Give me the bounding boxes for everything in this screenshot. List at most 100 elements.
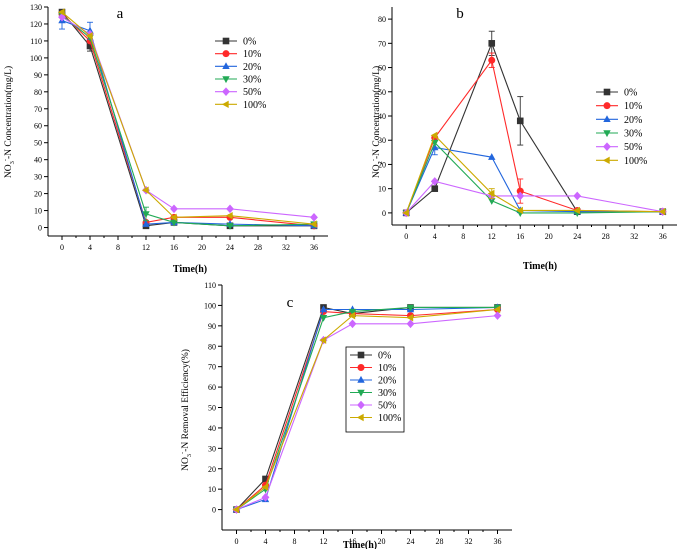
- x-tick-label: 0: [60, 243, 64, 252]
- legend-marker: [222, 62, 230, 70]
- y-axis-label-rest: -N Removal Efficiency(%): [180, 349, 191, 452]
- x-tick-label: 20: [545, 232, 553, 241]
- series-line: [236, 315, 498, 511]
- legend-marker: [357, 389, 365, 397]
- legend-label: 30%: [378, 388, 396, 399]
- legend: 0%10% 20%30% 50%100%: [345, 346, 405, 433]
- data-point: [319, 314, 328, 322]
- legend-marker: [222, 50, 230, 58]
- legend-marker: [603, 142, 611, 151]
- legend-marker: [221, 100, 229, 109]
- data-point: [319, 305, 328, 313]
- y-tick-label: 0: [382, 209, 386, 218]
- y-tick-label: 60: [378, 64, 386, 73]
- x-axis-label: Time(h): [173, 264, 207, 275]
- legend-label: 0%: [243, 37, 256, 48]
- series-line: [61, 13, 315, 227]
- legend-marker: [603, 102, 611, 110]
- data-point: [142, 211, 150, 219]
- data-point: [402, 209, 409, 217]
- series-line: [236, 308, 498, 511]
- series-0pct: [58, 8, 318, 230]
- y-tick-label: 90: [34, 71, 42, 80]
- y-tick-label: 20: [34, 190, 42, 199]
- y-tick-label: 10: [208, 485, 216, 494]
- series-line: [405, 134, 663, 214]
- series-10pct: [58, 10, 318, 230]
- data-point: [348, 311, 356, 320]
- y-tick-label: 0: [212, 506, 216, 515]
- y-tick-label: 80: [34, 88, 42, 97]
- legend-marker: [603, 88, 611, 96]
- chart-panel-b: 0 4 8 12 16 20 24 28 32 36 0 10 20 30 40 50 60 70 80 b Time(…: [370, 6, 677, 272]
- data-point: [232, 505, 240, 514]
- legend-marker: [357, 364, 365, 371]
- x-tick-label: 16: [516, 232, 524, 241]
- y-tick-label: 70: [34, 105, 42, 114]
- y-tick-label: 50: [34, 139, 42, 148]
- data-point: [431, 185, 439, 192]
- x-tick-label: 24: [407, 537, 415, 546]
- y-tick-label: 70: [378, 39, 386, 48]
- x-axis-label: Time(h): [523, 261, 557, 272]
- x-tick-label: 36: [659, 232, 667, 241]
- series-100pct: [402, 131, 666, 217]
- x-tick-label: 4: [264, 537, 268, 546]
- data-point: [406, 313, 414, 322]
- x-tick-label: 12: [142, 243, 150, 252]
- data-point: [573, 206, 580, 215]
- panel-letter: a: [117, 6, 124, 22]
- y-tick-label: 50: [208, 404, 216, 413]
- data-point: [573, 191, 582, 201]
- series-30pct: [58, 12, 318, 230]
- legend-label: 0%: [378, 351, 391, 362]
- y-axis-label-rest: -N Concentration(mg/L): [3, 66, 14, 159]
- data-point: [57, 8, 65, 16]
- data-point: [170, 204, 178, 214]
- legend-label: 100%: [243, 100, 266, 111]
- series-line: [236, 306, 498, 511]
- data-point: [141, 186, 149, 194]
- legend-marker: [357, 400, 365, 410]
- y-axis-label-main: NO: [372, 164, 382, 178]
- legend-label: 100%: [624, 156, 647, 167]
- data-point: [86, 42, 94, 50]
- y-tick-label: 60: [208, 383, 216, 392]
- data-point: [516, 187, 524, 195]
- legend-marker: [222, 37, 230, 45]
- legend-label: 20%: [624, 115, 642, 126]
- y-tick-label: 80: [378, 15, 386, 24]
- data-point: [226, 204, 234, 214]
- x-tick-label: 16: [349, 537, 357, 546]
- x-tick-label: 8: [116, 243, 120, 252]
- x-tick-label: 36: [310, 243, 318, 252]
- legend-marker: [357, 375, 365, 383]
- x-tick-label: 32: [465, 537, 473, 546]
- y-tick-label: 0: [38, 224, 42, 233]
- data-point: [493, 311, 502, 320]
- y-axis-label-sup: -: [2, 159, 9, 161]
- legend-marker: [222, 76, 230, 84]
- x-tick-label: 20: [198, 243, 206, 252]
- data-point: [261, 483, 269, 491]
- legend-label: 50%: [624, 142, 642, 153]
- legend-marker: [602, 156, 610, 165]
- y-tick-label: 70: [208, 363, 216, 372]
- chart-panel-a: 0 4 8 12 16 20 24 28 32 36 0 10 20 30 40 50 60 70 80 90 100 1…: [2, 3, 328, 275]
- series-100pct: [232, 305, 501, 514]
- y-axis-label-sup: -: [179, 452, 186, 454]
- y-tick-label: 40: [34, 156, 42, 165]
- y-axis-label-main: NO: [181, 457, 191, 471]
- series-line: [236, 308, 498, 511]
- panel-letter: c: [287, 295, 294, 311]
- x-tick-label: 20: [378, 537, 386, 546]
- series-20pct: [58, 11, 318, 229]
- y-tick-label: 30: [34, 173, 42, 182]
- y-tick-label: 80: [208, 342, 216, 351]
- y-tick-label: 40: [208, 424, 216, 433]
- legend-label: 0%: [624, 88, 637, 99]
- data-point: [406, 304, 415, 312]
- data-point: [261, 493, 270, 502]
- legend-marker: [356, 413, 364, 422]
